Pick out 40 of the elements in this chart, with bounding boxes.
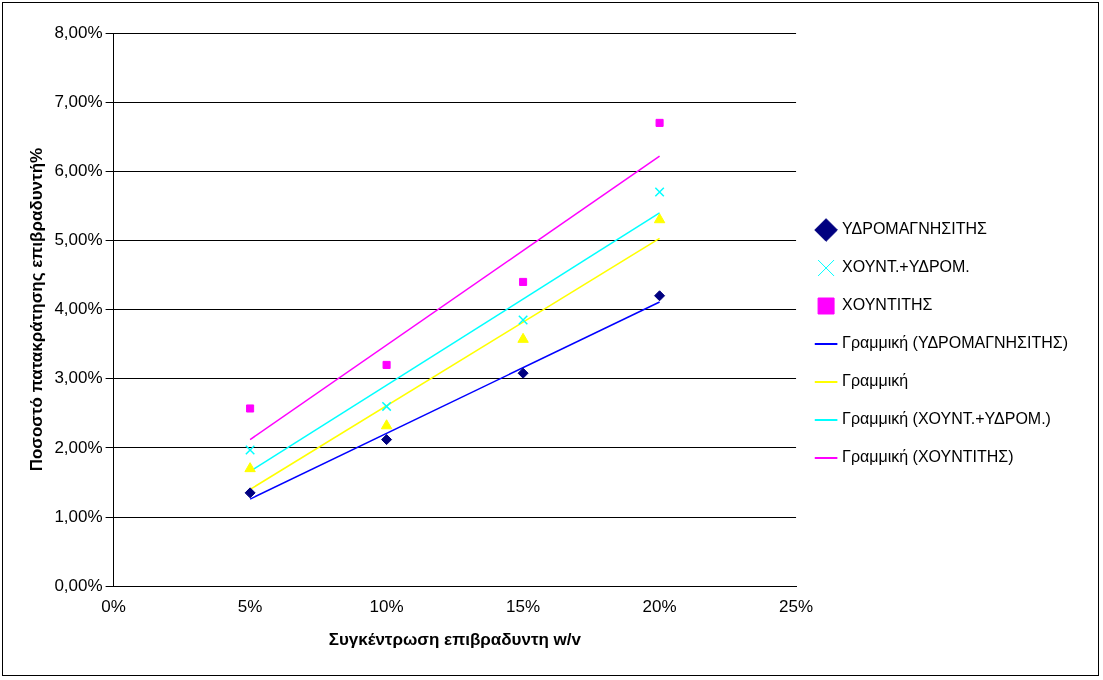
point	[382, 360, 391, 369]
y-tick-label: 3,00%	[54, 368, 103, 388]
legend-label: Γραμμική	[842, 372, 909, 390]
y-axis-title: Ποσοστό πατακράτησης επιβραδυντή%	[26, 147, 46, 472]
point	[245, 444, 256, 455]
y-tick-label: 5,00%	[54, 230, 103, 250]
point	[654, 187, 665, 198]
point	[244, 487, 256, 499]
x-tick-label: 10%	[369, 597, 404, 617]
x-tick-label: 15%	[506, 597, 541, 617]
point	[380, 419, 393, 430]
x-tick-label: 20%	[642, 597, 677, 617]
legend-label: ΥΔΡΟΜΑΓΝΗΣΙΤΗΣ	[842, 220, 987, 238]
y-tick-label: 2,00%	[54, 437, 103, 457]
y-tick-label: 6,00%	[54, 160, 103, 180]
point	[244, 462, 256, 473]
point	[517, 367, 529, 379]
point	[381, 434, 393, 446]
y-tick-label: 7,00%	[54, 91, 103, 111]
point	[654, 290, 666, 302]
legend-label: ΧΟΥΝΤ.+ΥΔΡΟΜ.	[842, 258, 970, 276]
y-tick-label: 8,00%	[54, 22, 103, 42]
y-tick-label: 4,00%	[54, 299, 103, 319]
point	[655, 118, 664, 127]
legend-label: Γραμμική (ΥΔΡΟΜΑΓΝΗΣΙΤΗΣ)	[842, 334, 1068, 352]
point	[519, 277, 528, 286]
x-tick-label: 0%	[101, 597, 126, 617]
point	[246, 404, 255, 413]
point	[517, 332, 529, 343]
legend-label: Γραμμική (ΧΟΥΝΤΙΤΗΣ)	[842, 448, 1014, 466]
point	[518, 314, 529, 325]
legend-label: ΧΟΥΝΤΙΤΗΣ	[842, 296, 933, 314]
x-tick-label: 5%	[237, 597, 263, 617]
point	[381, 401, 392, 412]
point	[653, 213, 666, 224]
x-axis-title: Συγκέντρωση επιβραδυντη w/v	[328, 630, 582, 650]
y-tick-label: 0,00%	[54, 575, 103, 595]
legend-label: Γραμμική (ΧΟΥΝΤ.+ΥΔΡΟΜ.)	[842, 410, 1051, 428]
y-tick-label: 1,00%	[54, 506, 103, 526]
x-tick-label: 25%	[779, 597, 814, 617]
